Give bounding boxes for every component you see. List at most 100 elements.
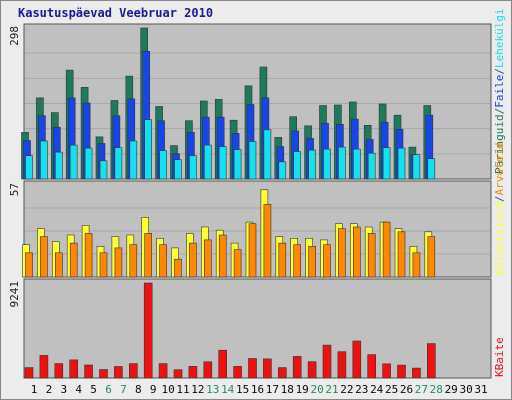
bar-middle-Arvuteid-day-25 bbox=[382, 221, 391, 278]
bar-top-Lehekülgi-day-6 bbox=[99, 160, 108, 180]
x-tick-label: 30 bbox=[459, 383, 472, 396]
legend-entry: Külastajaid bbox=[493, 202, 506, 275]
bar-middle-Arvuteid-day-15 bbox=[233, 249, 242, 278]
legend-top: Päringuid/Faile/Lehekülgi bbox=[493, 8, 506, 174]
x-tick-label: 5 bbox=[90, 383, 97, 396]
bar-top-Lehekülgi-day-21 bbox=[323, 148, 331, 180]
bar-bottom-KBaite-day-28 bbox=[426, 343, 436, 379]
x-tick-label: 15 bbox=[236, 383, 249, 396]
x-tick-label: 11 bbox=[176, 383, 189, 396]
bar-bottom-KBaite-day-10 bbox=[158, 363, 168, 379]
bar-middle-Arvuteid-day-22 bbox=[338, 228, 346, 278]
bar-bottom-KBaite-day-4 bbox=[69, 359, 78, 379]
legend-separator: / bbox=[493, 108, 506, 115]
bar-bottom-KBaite-day-12 bbox=[188, 365, 198, 379]
bar-top-Lehekülgi-day-3 bbox=[54, 151, 63, 180]
bar-middle-Arvuteid-day-9 bbox=[144, 233, 152, 278]
bar-top-Lehekülgi-day-19 bbox=[293, 151, 302, 180]
x-tick-label: 18 bbox=[281, 383, 294, 396]
x-tick-label: 13 bbox=[206, 383, 219, 396]
bar-top-Lehekülgi-day-22 bbox=[338, 146, 346, 180]
bar-top-Lehekülgi-day-1 bbox=[25, 155, 33, 180]
x-tick-label: 21 bbox=[325, 383, 338, 396]
x-tick-label: 20 bbox=[310, 383, 323, 396]
bar-bottom-KBaite-day-22 bbox=[337, 351, 347, 379]
bar-middle-Arvuteid-day-24 bbox=[367, 233, 376, 278]
x-tick-label: 28 bbox=[430, 383, 443, 396]
x-tick-label: 7 bbox=[120, 383, 127, 396]
bar-middle-Arvuteid-day-12 bbox=[189, 242, 197, 278]
x-tick-label: 19 bbox=[296, 383, 309, 396]
bar-middle-Arvuteid-day-18 bbox=[278, 242, 287, 278]
bar-top-Lehekülgi-day-24 bbox=[367, 152, 376, 180]
legend-entry: Lehekülgi bbox=[493, 8, 506, 68]
bar-top-Lehekülgi-day-4 bbox=[69, 144, 78, 180]
bar-middle-Arvuteid-day-21 bbox=[323, 244, 331, 278]
bar-middle-Arvuteid-day-14 bbox=[218, 234, 227, 278]
bar-top-Lehekülgi-day-28 bbox=[427, 158, 436, 180]
x-tick-label: 1 bbox=[31, 383, 38, 396]
chart-title: Kasutuspäevad Veebruar 2010 bbox=[18, 6, 213, 20]
bar-bottom-KBaite-day-24 bbox=[367, 354, 377, 379]
legend-entry: Päringuid bbox=[493, 114, 506, 174]
ymax-label-top: 298 bbox=[8, 26, 21, 46]
bar-bottom-KBaite-day-23 bbox=[352, 340, 362, 379]
x-tick-label: 22 bbox=[340, 383, 353, 396]
bar-middle-Arvuteid-day-10 bbox=[159, 244, 167, 278]
x-tick-label: 31 bbox=[474, 383, 487, 396]
bar-bottom-KBaite-day-21 bbox=[322, 344, 332, 379]
x-tick-label: 4 bbox=[75, 383, 82, 396]
panel-top bbox=[23, 23, 492, 180]
bar-top-Lehekülgi-day-13 bbox=[204, 144, 212, 180]
bar-bottom-KBaite-day-17 bbox=[263, 358, 272, 379]
x-tick-label: 14 bbox=[221, 383, 235, 396]
bar-middle-Arvuteid-day-4 bbox=[69, 242, 78, 278]
legend-middle: Külastajaid/Arvuteid bbox=[493, 143, 506, 275]
legend-entry: Faile bbox=[493, 75, 506, 108]
bar-bottom-KBaite-day-18 bbox=[277, 367, 287, 379]
bar-middle-Arvuteid-day-5 bbox=[84, 233, 93, 278]
bar-top-Lehekülgi-day-7 bbox=[114, 147, 123, 180]
bar-bottom-KBaite-day-5 bbox=[84, 364, 93, 379]
bar-bottom-KBaite-day-19 bbox=[292, 356, 302, 379]
x-tick-label: 23 bbox=[355, 383, 368, 396]
bar-middle-Arvuteid-day-26 bbox=[397, 231, 406, 278]
bar-top-Lehekülgi-day-5 bbox=[84, 147, 93, 180]
legend-bottom: KBaite bbox=[493, 337, 506, 377]
bar-top-Lehekülgi-day-27 bbox=[412, 154, 421, 180]
legend-entry: KBaite bbox=[493, 337, 506, 377]
x-tick-label: 29 bbox=[445, 383, 458, 396]
bar-top-Lehekülgi-day-23 bbox=[352, 148, 361, 180]
bar-bottom-KBaite-day-6 bbox=[99, 369, 108, 379]
bar-bottom-KBaite-day-25 bbox=[382, 363, 391, 379]
bar-middle-Arvuteid-day-7 bbox=[114, 247, 123, 278]
bar-bottom-KBaite-day-9 bbox=[143, 282, 153, 379]
bar-bottom-KBaite-day-26 bbox=[397, 364, 406, 379]
bar-bottom-KBaite-day-3 bbox=[54, 363, 64, 379]
bar-bottom-KBaite-day-1 bbox=[24, 367, 34, 379]
bar-bottom-KBaite-day-2 bbox=[39, 355, 49, 379]
panel-bottom bbox=[23, 278, 492, 379]
x-tick-label: 25 bbox=[385, 383, 398, 396]
bar-top-Lehekülgi-day-8 bbox=[129, 140, 138, 180]
bar-middle-Arvuteid-day-13 bbox=[204, 239, 212, 278]
legend-separator: / bbox=[493, 68, 506, 75]
x-tick-label: 12 bbox=[191, 383, 204, 396]
bar-bottom-KBaite-day-8 bbox=[129, 363, 138, 379]
x-tick-label: 2 bbox=[46, 383, 53, 396]
bar-bottom-KBaite-day-13 bbox=[203, 361, 213, 379]
bar-top-Lehekülgi-day-20 bbox=[308, 149, 316, 180]
panel-middle bbox=[23, 180, 492, 278]
bar-middle-Arvuteid-day-28 bbox=[427, 236, 436, 278]
bar-bottom-KBaite-day-15 bbox=[233, 366, 242, 379]
x-tick-label: 9 bbox=[150, 383, 157, 396]
bar-middle-Arvuteid-day-11 bbox=[174, 258, 182, 278]
bar-top-Lehekülgi-day-11 bbox=[174, 159, 182, 180]
x-tick-label: 16 bbox=[251, 383, 264, 396]
legend-entry: Arvuteid bbox=[493, 143, 506, 196]
bar-top-Lehekülgi-day-15 bbox=[233, 149, 242, 180]
bar-middle-Arvuteid-day-6 bbox=[99, 252, 108, 278]
bar-top-Lehekülgi-day-16 bbox=[248, 141, 257, 180]
x-tick-label: 26 bbox=[400, 383, 413, 396]
bar-middle-Arvuteid-day-23 bbox=[352, 226, 361, 278]
